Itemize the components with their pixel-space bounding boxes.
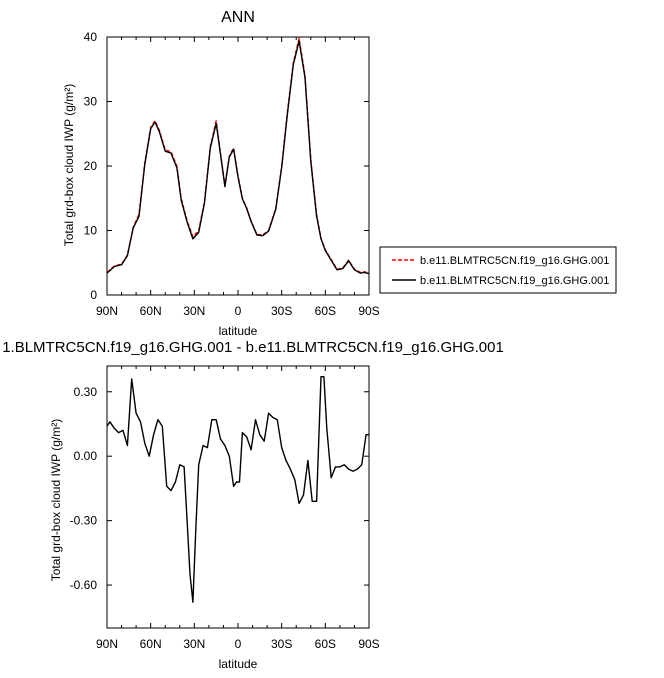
top-chart-title: ANN [221,9,255,26]
top-x-tick-label: 60N [140,304,162,318]
bottom-x-tick-label: 90N [96,637,118,651]
top-plot-area: 90N 60N 30N 0 30S 60S 90S 0 10 20 30 40 [84,30,380,318]
bottom-plot-frame [106,365,370,629]
bottom-x-tick-label: 90S [358,637,379,651]
top-y-tick-label: 10 [84,224,98,238]
top-y-tick-label: 20 [84,159,98,173]
top-x-tick-label: 30N [183,304,205,318]
top-y-tick-label: 0 [90,288,97,302]
bottom-x-axis-label: latitude [219,657,258,671]
top-x-tick-label: 60S [315,304,336,318]
top-y-tick-label: 40 [84,30,98,44]
bottom-x-tick-label: 30N [183,637,205,651]
top-x-tick-label: 30S [271,304,292,318]
bottom-y-tick-label: -0.30 [70,514,98,528]
legend: b.e11.BLMTRC5CN.f19_g16.GHG.001 b.e11.BLM… [379,246,617,294]
bottom-y-tick-label: 0.00 [74,449,98,463]
bottom-x-tick-label: 30S [271,637,292,651]
bottom-x-tick-label: 60N [140,637,162,651]
top-y-tick-label: 30 [84,95,98,109]
bottom-y-axis-label: Total grd-box cloud IWP (g/m²) [49,419,63,582]
bottom-x-tick-label: 0 [235,637,242,651]
bottom-y-tick-label: -0.60 [70,578,98,592]
bottom-y-tick-label: 0.30 [74,385,98,399]
bottom-plot-area: 90N 60N 30N 0 30S 60S 90S -0.60 -0.30 0.00 0.30 [70,365,380,651]
top-series-line-1 [106,40,370,275]
top-x-tick-label: 0 [235,304,242,318]
top-x-axis-label: latitude [219,324,258,338]
top-x-tick-label: 90S [358,304,379,318]
legend-box [379,246,617,294]
legend-entry-label: b.e11.BLMTRC5CN.f19_g16.GHG.001 [420,255,609,267]
bottom-x-tick-label: 60S [315,637,336,651]
bottom-series-line-0 [106,376,369,603]
legend-entry-label: b.e11.BLMTRC5CN.f19_g16.GHG.001 [420,275,609,287]
bottom-chart-title: 1.BLMTRC5CN.f19_g16.GHG.001 - b.e11.BLMT… [2,339,504,356]
top-y-axis-label: Total grd-box cloud IWP (g/m²) [62,84,76,247]
top-x-tick-label: 90N [96,304,118,318]
